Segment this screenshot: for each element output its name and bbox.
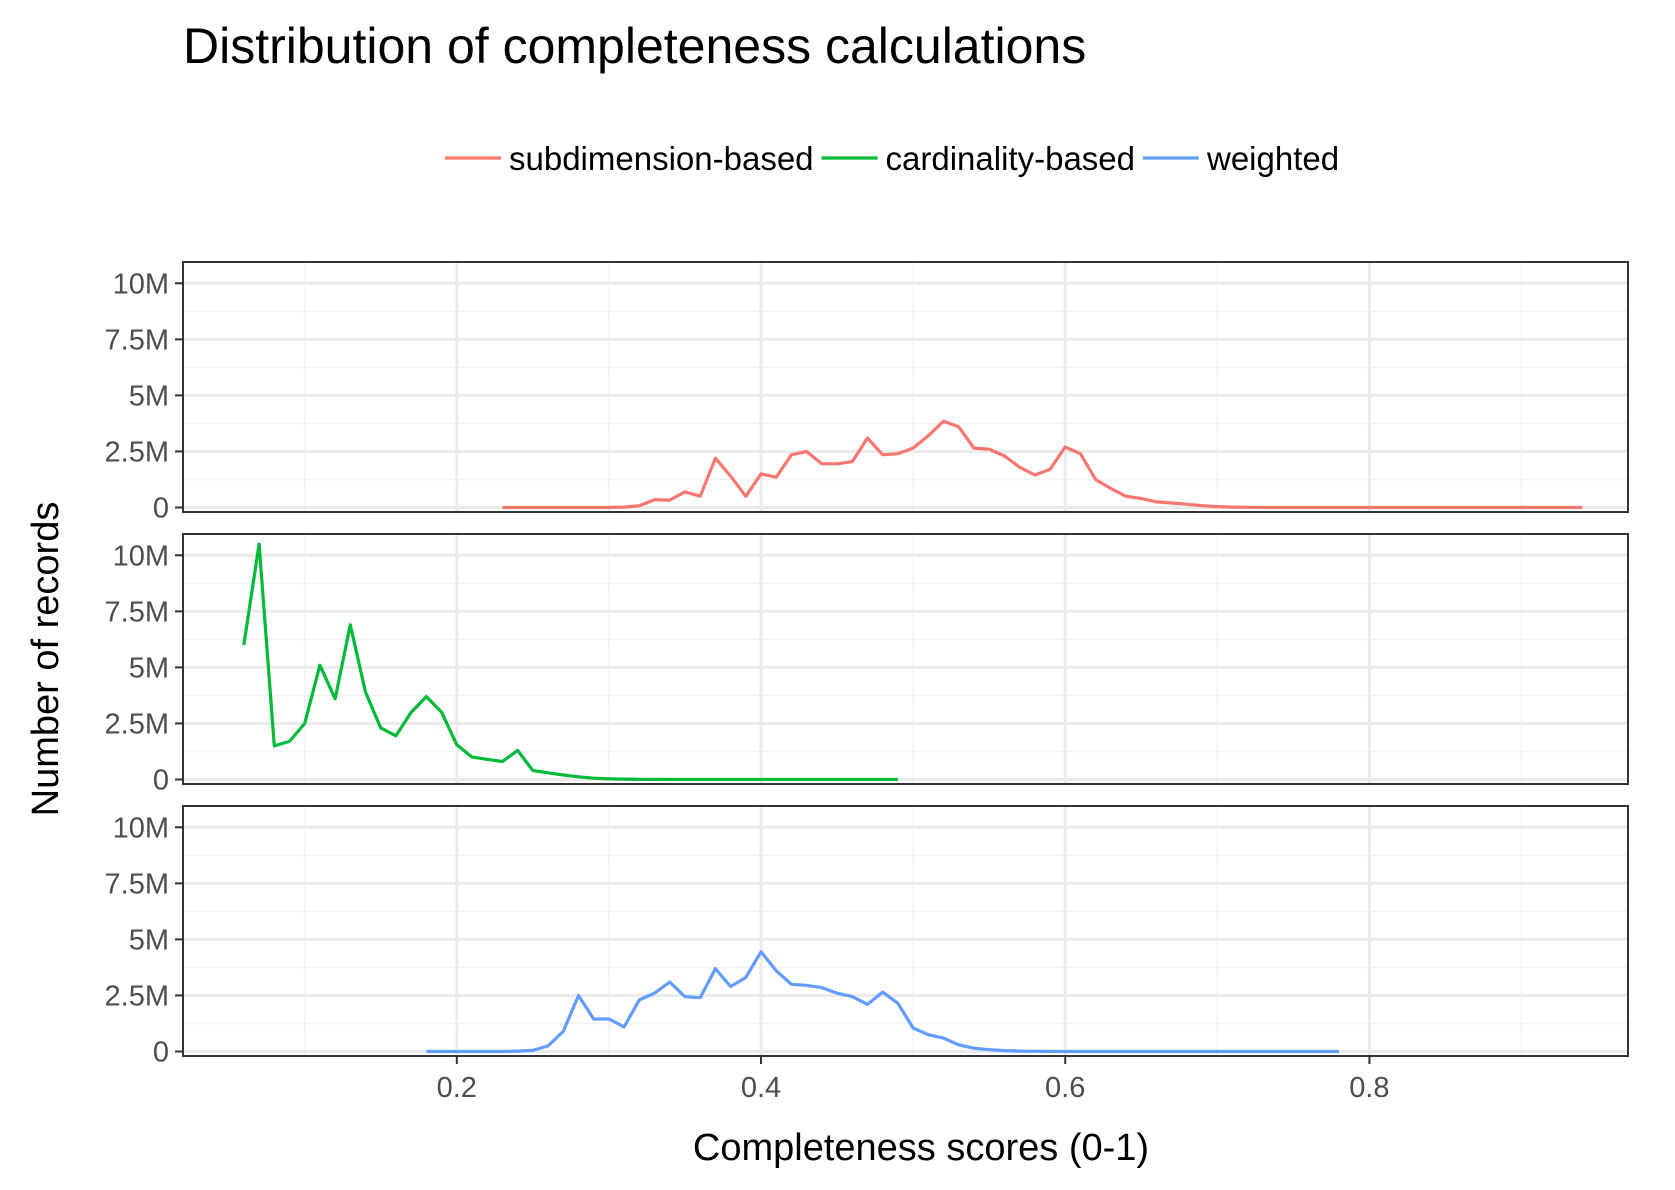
x-tick-label: 0.2 <box>437 1072 477 1104</box>
y-tick-label: 5M <box>129 380 169 412</box>
x-tick-label: 0.6 <box>1045 1072 1085 1104</box>
panel-background <box>183 534 1628 784</box>
panel-border <box>182 261 1629 513</box>
y-tick-label: 10M <box>113 540 169 572</box>
y-tick-label: 2.5M <box>105 436 169 468</box>
legend-item-cardinality-based: cardinality-based <box>821 140 1135 177</box>
x-tick-label: 0.4 <box>741 1072 781 1104</box>
legend-item-weighted: weighted <box>1143 140 1339 177</box>
y-tick-label: 7.5M <box>105 596 169 628</box>
y-tick-label: 5M <box>129 652 169 684</box>
y-tick-label: 10M <box>113 812 169 844</box>
legend: subdimension-based cardinality-based weigh… <box>445 140 1339 177</box>
series-line-subdimension-based <box>502 419 1583 510</box>
legend-item-subdimension-based: subdimension-based <box>445 140 814 177</box>
y-tick-label: 0 <box>153 765 169 797</box>
panel-background <box>183 262 1628 512</box>
y-axis-title: Number of records <box>25 502 67 817</box>
y-tick-label: 7.5M <box>105 324 169 356</box>
series-line-weighted <box>426 950 1339 1054</box>
panel-weighted: 0 2.5M 5M 7.5M 10M 0.2 0.4 0.6 0.8 <box>105 805 1629 1104</box>
y-tick-label: 2.5M <box>105 980 169 1012</box>
panel-border <box>182 805 1629 1057</box>
legend-label: cardinality-based <box>886 140 1135 177</box>
y-tick-label: 10M <box>113 268 169 300</box>
chart-title: Distribution of completeness calculation… <box>183 18 1086 74</box>
y-tick-label: 0 <box>153 1037 169 1069</box>
series-line-cardinality-based <box>242 542 898 782</box>
y-tick-label: 0 <box>153 493 169 525</box>
x-tick-label: 0.8 <box>1349 1072 1389 1104</box>
panel-subdimension-based: 0 2.5M 5M 7.5M 10M <box>105 261 1629 525</box>
y-tick-label: 2.5M <box>105 708 169 740</box>
y-tick-label: 7.5M <box>105 868 169 900</box>
facet-panels: 0 2.5M 5M 7.5M 10M 0 2.5M 5M 7.5M 10M 0 2.5M 5M 7.5M 1… <box>105 261 1629 1104</box>
x-axis-title: Completeness scores (0-1) <box>693 1127 1149 1169</box>
legend-label: weighted <box>1206 140 1339 177</box>
y-tick-label: 5M <box>129 924 169 956</box>
panel-border <box>182 533 1629 785</box>
panel-cardinality-based: 0 2.5M 5M 7.5M 10M <box>105 533 1629 797</box>
legend-label: subdimension-based <box>509 140 814 177</box>
